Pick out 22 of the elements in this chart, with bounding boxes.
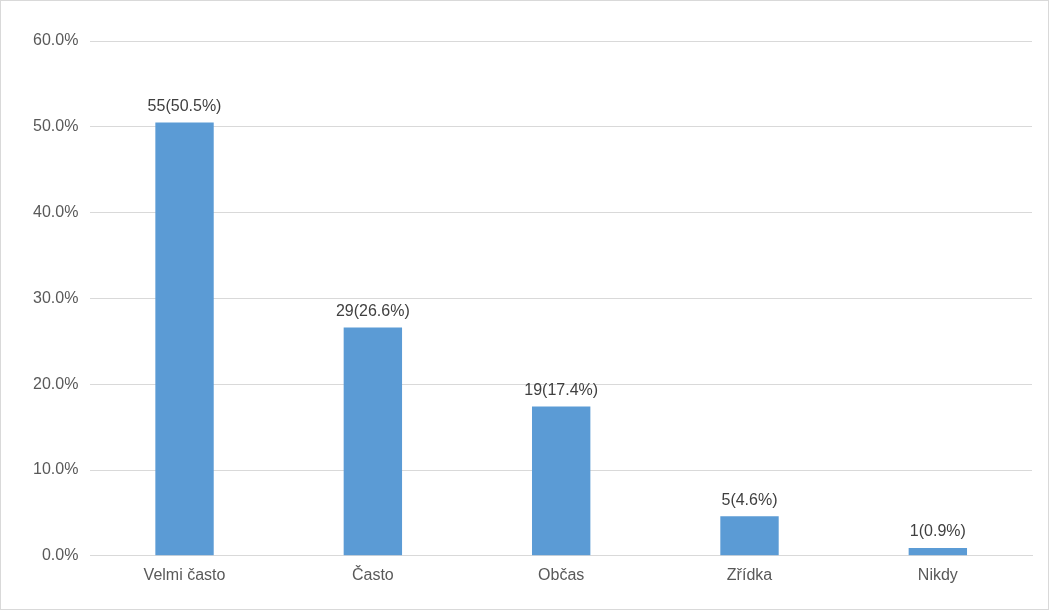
bar: [908, 548, 968, 556]
data-label: 5(4.6%): [721, 490, 778, 508]
bar: [343, 327, 403, 556]
y-tick-label: 10.0%: [32, 460, 79, 478]
x-tick-label: Velmi často: [143, 565, 226, 583]
data-label: 19(17.4%): [524, 380, 599, 398]
y-tick-label: 50.0%: [32, 117, 79, 135]
y-tick-label: 40.0%: [32, 203, 79, 221]
x-tick-label: Občas: [538, 565, 585, 583]
x-tick-label: Zřídka: [726, 565, 773, 583]
y-tick-label: 60.0%: [32, 31, 79, 49]
bar: [720, 516, 779, 556]
bar: [155, 122, 214, 556]
x-tick-label: Nikdy: [917, 565, 958, 583]
y-tick-label: 0.0%: [41, 546, 79, 564]
y-tick-label: 20.0%: [32, 374, 79, 392]
bar: [531, 406, 591, 556]
data-label: 55(50.5%): [147, 96, 222, 114]
data-label: 1(0.9%): [909, 522, 966, 540]
x-tick-label: Často: [351, 564, 394, 583]
y-tick-label: 30.0%: [32, 288, 79, 306]
data-label: 29(26.6%): [335, 301, 410, 319]
